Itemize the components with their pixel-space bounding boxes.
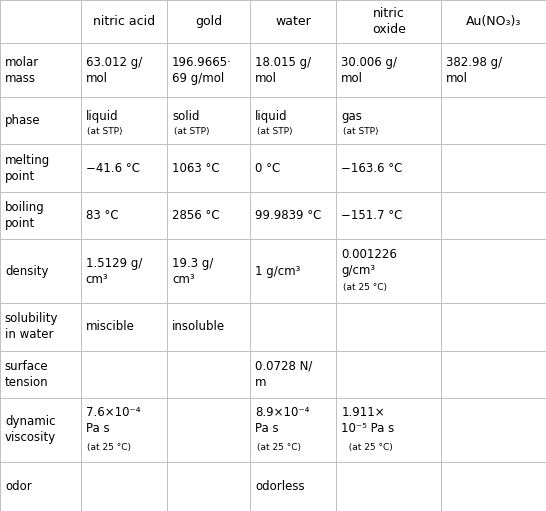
Text: 2856 °C: 2856 °C: [172, 209, 219, 222]
Text: surface
tension: surface tension: [5, 360, 49, 389]
Text: nitric acid: nitric acid: [93, 15, 155, 28]
Text: liquid: liquid: [255, 110, 288, 123]
Text: (at 25 °C): (at 25 °C): [343, 443, 393, 452]
Text: 8.9×10⁻⁴
Pa s: 8.9×10⁻⁴ Pa s: [255, 406, 310, 435]
Text: nitric
oxide: nitric oxide: [372, 7, 406, 36]
Text: 1.5129 g/
cm³: 1.5129 g/ cm³: [86, 257, 142, 286]
Text: solid: solid: [172, 110, 199, 123]
Text: (at STP): (at STP): [174, 127, 209, 135]
Text: solubility
in water: solubility in water: [5, 312, 58, 341]
Text: insoluble: insoluble: [172, 320, 225, 333]
Text: gold: gold: [195, 15, 222, 28]
Text: molar
mass: molar mass: [5, 56, 39, 85]
Text: 0 °C: 0 °C: [255, 161, 280, 175]
Text: phase: phase: [5, 114, 40, 127]
Text: (at 25 °C): (at 25 °C): [87, 443, 132, 452]
Text: gas: gas: [341, 110, 362, 123]
Text: 196.9665·
69 g/mol: 196.9665· 69 g/mol: [172, 56, 232, 85]
Text: odorless: odorless: [255, 480, 305, 493]
Text: (at STP): (at STP): [257, 127, 292, 135]
Text: boiling
point: boiling point: [5, 201, 45, 230]
Text: density: density: [5, 265, 49, 278]
Text: 7.6×10⁻⁴
Pa s: 7.6×10⁻⁴ Pa s: [86, 406, 140, 435]
Text: 83 °C: 83 °C: [86, 209, 118, 222]
Text: (at 25 °C): (at 25 °C): [343, 283, 387, 292]
Text: −163.6 °C: −163.6 °C: [341, 161, 402, 175]
Text: 99.9839 °C: 99.9839 °C: [255, 209, 322, 222]
Text: liquid: liquid: [86, 110, 118, 123]
Text: (at STP): (at STP): [87, 127, 123, 135]
Text: 0.001226
g/cm³: 0.001226 g/cm³: [341, 248, 397, 277]
Text: melting
point: melting point: [5, 154, 50, 182]
Text: (at 25 °C): (at 25 °C): [257, 443, 301, 452]
Text: (at STP): (at STP): [343, 127, 378, 135]
Text: 0.0728 N/
m: 0.0728 N/ m: [255, 360, 312, 389]
Text: water: water: [275, 15, 311, 28]
Text: 30.006 g/
mol: 30.006 g/ mol: [341, 56, 397, 85]
Text: 18.015 g/
mol: 18.015 g/ mol: [255, 56, 311, 85]
Text: −151.7 °C: −151.7 °C: [341, 209, 402, 222]
Text: Au(NO₃)₃: Au(NO₃)₃: [466, 15, 521, 28]
Text: odor: odor: [5, 480, 32, 493]
Text: 1 g/cm³: 1 g/cm³: [255, 265, 300, 278]
Text: dynamic
viscosity: dynamic viscosity: [5, 415, 56, 445]
Text: 63.012 g/
mol: 63.012 g/ mol: [86, 56, 142, 85]
Text: miscible: miscible: [86, 320, 135, 333]
Text: 1063 °C: 1063 °C: [172, 161, 219, 175]
Text: 1.911×
10⁻⁵ Pa s: 1.911× 10⁻⁵ Pa s: [341, 406, 395, 435]
Text: 19.3 g/
cm³: 19.3 g/ cm³: [172, 257, 213, 286]
Text: −41.6 °C: −41.6 °C: [86, 161, 140, 175]
Text: 382.98 g/
mol: 382.98 g/ mol: [446, 56, 502, 85]
